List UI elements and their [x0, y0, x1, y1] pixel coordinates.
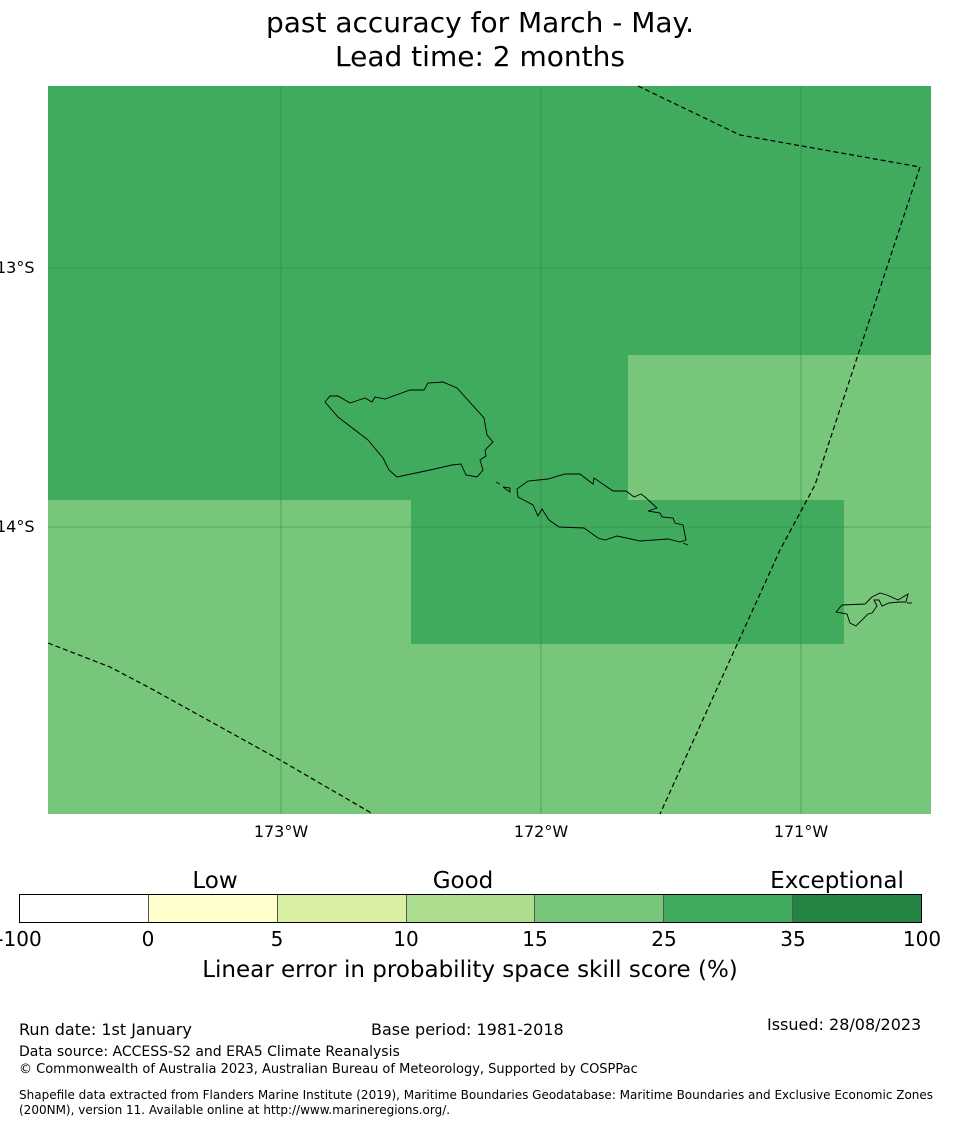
data-source: Data source: ACCESS-S2 and ERA5 Climate …: [19, 1044, 400, 1060]
colorbar-segment: [147, 895, 277, 922]
colorbar-tick-label: 35: [780, 927, 806, 951]
colorbar-tick-label: 15: [522, 927, 548, 951]
colorbar-tick-label: -100: [0, 927, 42, 951]
colorbar-segment: [405, 895, 535, 922]
lat-label-14s: 14°S: [0, 517, 35, 536]
eez-boundaries: [47, 85, 921, 815]
colorbar-segment: [276, 895, 406, 922]
colorbar-segment: [663, 895, 793, 922]
lon-label-171w: 171°W: [773, 822, 829, 841]
savaii-island: [324, 381, 494, 478]
shapefile-credit-2: (200NM), version 11. Available online at…: [19, 1103, 451, 1117]
colorbar-tick-label: 10: [393, 927, 419, 951]
map-region-fair: [48, 355, 931, 814]
colorbar-segment: [20, 895, 148, 922]
coastlines: [324, 381, 912, 627]
colorbar-segment: [792, 895, 922, 922]
colorbar-tick-label: 5: [270, 927, 284, 951]
category-good: Good: [432, 868, 494, 894]
skill-map: [47, 85, 931, 815]
category-low: Low: [192, 868, 238, 894]
colorbar-label: Linear error in probability space skill …: [202, 957, 738, 983]
upolu-island: [516, 473, 687, 543]
shapefile-credit-1: Shapefile data extracted from Flanders M…: [19, 1088, 934, 1102]
colorbar: [19, 894, 922, 923]
colorbar-tick-label: 100: [902, 927, 942, 951]
colorbar-tick-label: 0: [141, 927, 155, 951]
colorbar-tick-label: 25: [651, 927, 677, 951]
gridlines: [48, 86, 931, 814]
lat-label-13s: 13°S: [0, 258, 35, 277]
base-period: Base period: 1981-2018: [371, 1020, 564, 1039]
title-line-1: past accuracy for March - May.: [265, 6, 695, 39]
islet: [495, 481, 501, 485]
category-exceptional: Exceptional: [770, 868, 904, 894]
run-date: Run date: 1st January: [19, 1020, 192, 1039]
copyright: © Commonwealth of Australia 2023, Austra…: [19, 1062, 638, 1077]
title-line-2: Lead time: 2 months: [335, 40, 625, 73]
colorbar-segment: [534, 895, 664, 922]
tutuila-island: [835, 592, 909, 627]
lon-label-173w: 173°W: [253, 822, 309, 841]
issued-date: Issued: 28/08/2023: [767, 1015, 922, 1034]
lon-label-172w: 172°W: [513, 822, 569, 841]
